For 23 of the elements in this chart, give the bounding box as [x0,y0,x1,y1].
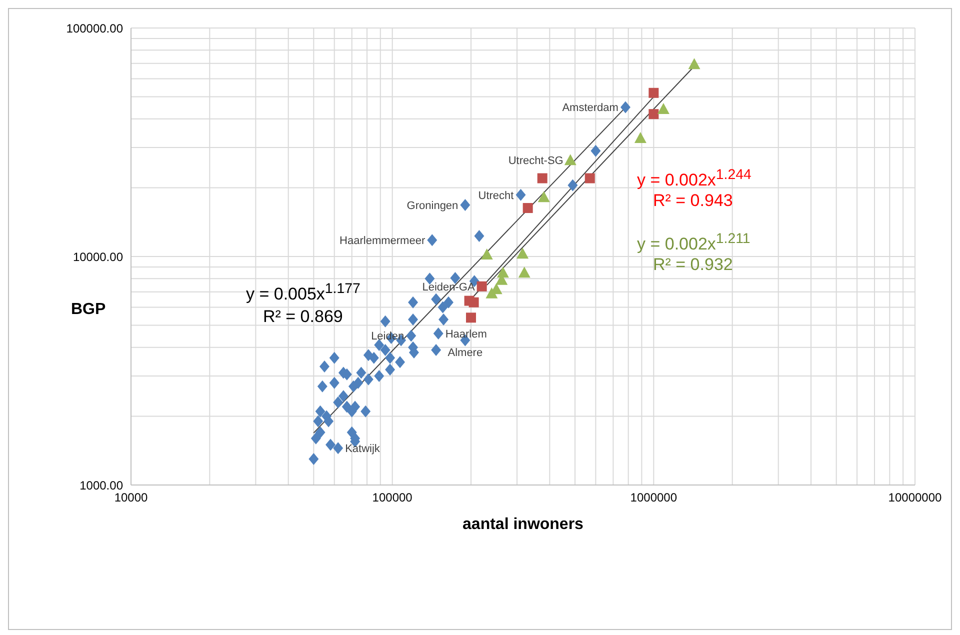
annotation: Almere [448,347,483,360]
annotation: Groningen [406,200,458,212]
annotation: Haarlem [445,328,487,340]
annotation: y = 0.002x$^{1.211}$ [637,231,750,255]
annotation: Utrecht-SG [508,155,564,168]
annotation: Katwijk [345,443,380,456]
x-tick-label: 100000 [372,490,413,505]
annotation: Amsterdam [562,102,618,114]
x-tick-label: 10000000 [888,490,942,505]
annotation: y = 0.002x$^{1.244}$ [637,167,752,191]
annotation: R² = 0.943 [653,191,733,211]
y-axis-title: BGP [71,301,106,319]
annotation: y = 0.005x$^{1.177}$ [246,281,360,305]
annotation: Haarlemmermeer [340,234,426,247]
y-tick-label: 10000.00 [72,250,124,264]
annotation: Utrecht [478,190,514,202]
x-tick-label: 1000000 [630,490,678,505]
y-tick-label: 1000.00 [80,478,124,492]
annotation: R² = 0.932 [653,255,733,275]
x-tick-label: 10000 [114,490,148,505]
y-tick-label: 100000.00 [66,21,124,36]
x-axis-title: aantal inwoners [462,516,584,533]
annotation: R² = 0.869 [263,307,343,327]
